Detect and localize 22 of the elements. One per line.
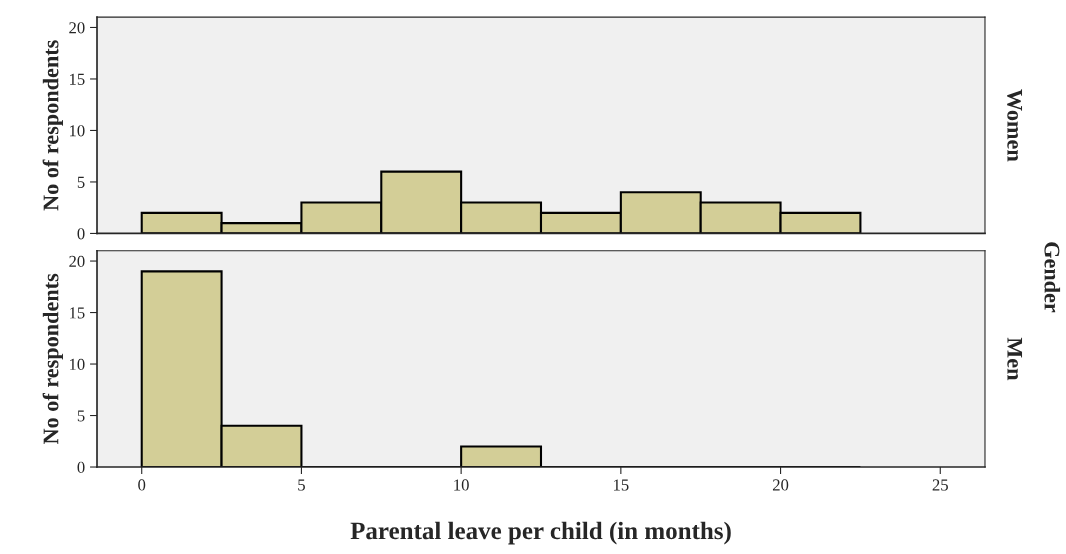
x-tick-label: 20 bbox=[772, 479, 789, 491]
y-tick-label: 0 bbox=[77, 228, 85, 240]
y-tick-label: 10 bbox=[70, 358, 85, 370]
x-tick-label: 10 bbox=[454, 479, 469, 491]
text: Women bbox=[1007, 89, 1023, 162]
y-axis-title: No of respondents bbox=[42, 40, 63, 211]
y-tick-label: 15 bbox=[70, 73, 85, 85]
y-tick-label: 5 bbox=[77, 410, 85, 422]
y-tick-label: 15 bbox=[70, 307, 85, 319]
y-tick-label: 5 bbox=[77, 176, 85, 188]
x-tick-label: 0 bbox=[138, 479, 146, 491]
text: Gender bbox=[1044, 242, 1061, 313]
x-tick-label: 25 bbox=[932, 479, 948, 491]
y-axis-title: No of respondents bbox=[42, 273, 63, 445]
x-tick-label: 5 bbox=[298, 479, 305, 491]
y-tick-label: 20 bbox=[69, 255, 85, 267]
y-tick-label: 20 bbox=[69, 22, 85, 34]
x-tick-label: 15 bbox=[613, 479, 629, 491]
y-tick-label: 0 bbox=[77, 461, 85, 473]
y-tick-label: 10 bbox=[70, 125, 85, 137]
x-axis-title: Parental leave per child (in months) bbox=[350, 521, 731, 545]
text: Men bbox=[1007, 337, 1023, 381]
